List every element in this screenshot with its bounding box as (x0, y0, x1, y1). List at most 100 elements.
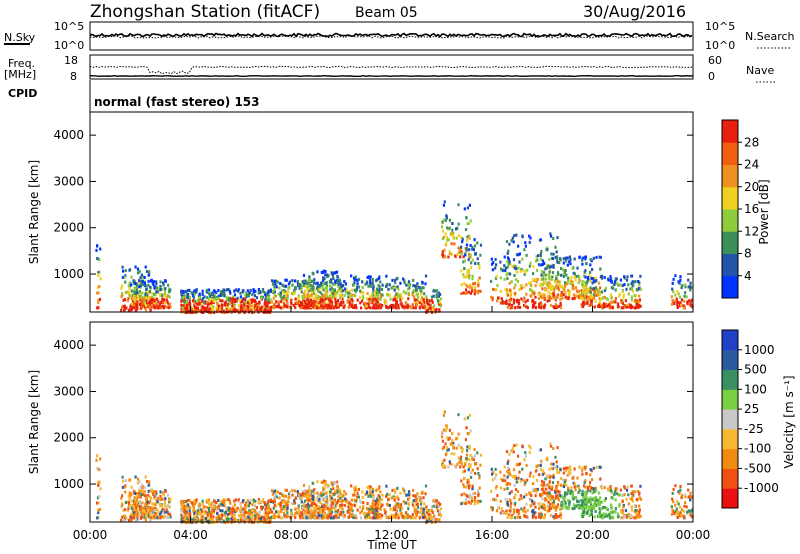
power-cell (457, 222, 460, 226)
power-cell (534, 295, 537, 299)
velocity-cell (251, 513, 254, 517)
velocity-cell (467, 468, 470, 472)
velocity-cell (450, 463, 453, 466)
velocity-cell (552, 447, 555, 450)
power-cell (361, 280, 364, 284)
velocity-cell (470, 499, 474, 503)
velocity-cell (308, 486, 311, 490)
power-cell (581, 256, 584, 260)
power-cell (448, 226, 451, 230)
velocity-cell (364, 492, 367, 496)
power-cell (307, 295, 310, 299)
velocity-cell (393, 515, 396, 519)
power-cell (334, 297, 337, 301)
velocity-cell (305, 512, 308, 516)
power-cell (629, 287, 632, 291)
power-cell (612, 286, 615, 290)
power-cell (672, 290, 675, 294)
velocity-cell (507, 468, 510, 471)
velocity-cell (139, 509, 142, 513)
velocity-cell (461, 450, 464, 454)
power-cell (121, 284, 124, 288)
power-cell (261, 295, 264, 299)
velocity-cell (452, 446, 455, 450)
power-cell (392, 298, 395, 302)
power-cell (611, 306, 614, 310)
velocity-cell (275, 510, 278, 514)
velocity-cell (313, 507, 316, 511)
power-cell (437, 294, 440, 298)
velocity-cell (376, 506, 379, 510)
velocity-cell (431, 510, 434, 514)
velocity-cell (231, 514, 234, 518)
power-cell (631, 284, 634, 288)
power-cell (513, 266, 516, 270)
velocity-cell (132, 490, 135, 494)
power-cell (277, 302, 280, 306)
power-cell (136, 271, 140, 275)
velocity-cell (193, 502, 196, 506)
velocity-cell (251, 509, 254, 513)
velocity-cell (121, 494, 124, 498)
velocity-cell (471, 457, 474, 461)
velocity-cell (95, 458, 98, 462)
power-cell (139, 276, 142, 280)
velocity-cell (556, 465, 559, 469)
power-cell (136, 284, 139, 288)
velocity-cell (274, 504, 278, 508)
power-cell (540, 303, 543, 307)
power-cell (371, 292, 374, 296)
velocity-cell (144, 518, 147, 522)
power-cell (317, 296, 320, 300)
power-cell (193, 292, 196, 296)
velocity-cell (447, 465, 450, 469)
velocity-cell (153, 516, 156, 520)
power-cell (308, 276, 311, 280)
velocity-cell (476, 501, 479, 505)
power-cell (219, 309, 222, 313)
velocity-cell (531, 515, 534, 519)
power-cell (205, 290, 209, 294)
power-cell (556, 283, 559, 287)
power-cell (680, 298, 683, 302)
power-cell (414, 288, 418, 292)
power-cell (325, 293, 328, 297)
power-cell (558, 280, 561, 284)
power-cell (264, 299, 267, 303)
power-ytick-label: 2000 (53, 221, 84, 235)
velocity-cell (141, 512, 144, 516)
velocity-cell (341, 503, 344, 507)
velocity-cell (466, 495, 469, 499)
power-cell (495, 263, 498, 267)
velocity-cell (260, 516, 263, 520)
velocity-cell (539, 505, 542, 509)
power-cell (633, 294, 636, 297)
velocity-cell (202, 519, 205, 523)
velocity-cell (326, 485, 329, 489)
power-cell (231, 304, 234, 308)
velocity-cell (303, 509, 306, 513)
velocity-cell (149, 518, 152, 522)
velocity-cell (317, 514, 320, 518)
power-cell (219, 299, 222, 303)
power-cell (467, 268, 470, 272)
velocity-cell (379, 507, 382, 511)
power-cell (687, 278, 690, 282)
power-cell (96, 286, 100, 290)
velocity-cell (515, 480, 518, 484)
power-cell (549, 288, 552, 292)
power-cell (534, 278, 537, 282)
velocity-cell (189, 512, 192, 516)
velocity-cell (303, 513, 306, 517)
velocity-cell (319, 501, 322, 505)
velocity-cell (505, 483, 508, 487)
power-cell (598, 297, 601, 301)
power-cell (186, 296, 189, 300)
power-cell (602, 302, 605, 306)
nave-tick-low: 0 (708, 70, 715, 83)
power-cell (139, 297, 142, 301)
velocity-cell (413, 505, 416, 509)
velocity-cell (164, 504, 167, 508)
power-cell (371, 277, 374, 281)
power-cell (250, 306, 253, 310)
